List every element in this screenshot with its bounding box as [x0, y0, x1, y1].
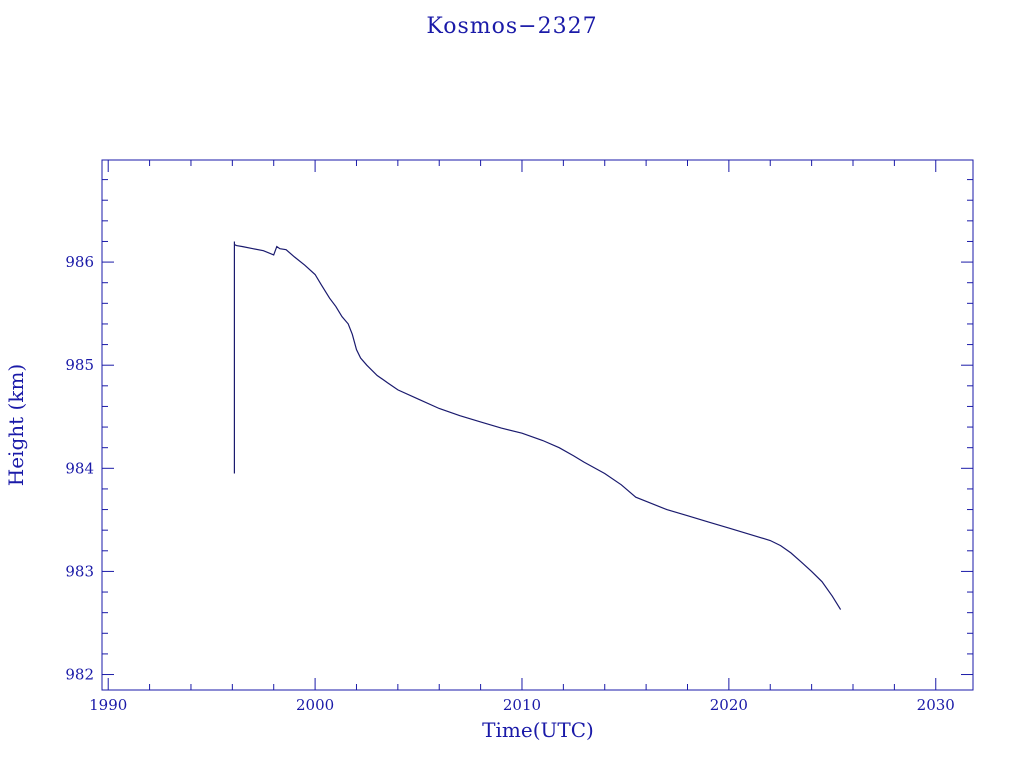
x-tick-label: 2000 [296, 696, 334, 714]
x-axis-label: Time(UTC) [482, 718, 594, 742]
x-tick-label: 1990 [89, 696, 127, 714]
y-tick-label: 986 [65, 253, 94, 271]
chart-title: Kosmos−2327 [426, 14, 598, 39]
axis-ticks [102, 160, 973, 690]
plot-frame [101, 159, 974, 691]
y-tick-label: 985 [65, 356, 94, 374]
x-tick-label: 2010 [503, 696, 541, 714]
y-tick-label: 982 [65, 666, 94, 684]
y-tick-label: 984 [65, 459, 94, 477]
y-tick-label: 983 [65, 562, 94, 580]
x-tick-label: 2020 [710, 696, 748, 714]
series-line-height [233, 241, 842, 610]
axis-tick-labels: 1990 2000 2010 2020 2030 982 983 984 985 986 [65, 253, 954, 714]
x-tick-label: 2030 [917, 696, 955, 714]
